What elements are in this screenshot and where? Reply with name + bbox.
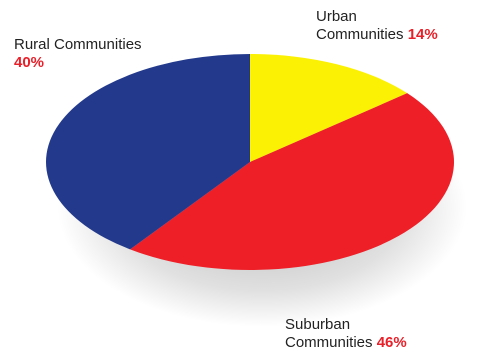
urban-slice [250, 54, 408, 162]
rural-label-line1: Rural Communities [14, 36, 142, 53]
suburban-percent: 46% [376, 334, 407, 351]
urban-label-line2: Communities [316, 26, 404, 43]
urban-label: Urban Communities 14% [316, 8, 438, 44]
suburban-slice [130, 93, 455, 271]
suburban-label-line2: Communities [285, 334, 373, 351]
rural-label: Rural Communities 40% [14, 36, 142, 72]
rural-slice [46, 54, 250, 250]
urban-percent: 14% [407, 26, 438, 43]
urban-label-line1: Urban [316, 8, 357, 25]
suburban-label-line1: Suburban [285, 316, 351, 333]
suburban-label: Suburban Communities 46% [285, 316, 407, 352]
rural-percent: 40% [14, 54, 45, 71]
